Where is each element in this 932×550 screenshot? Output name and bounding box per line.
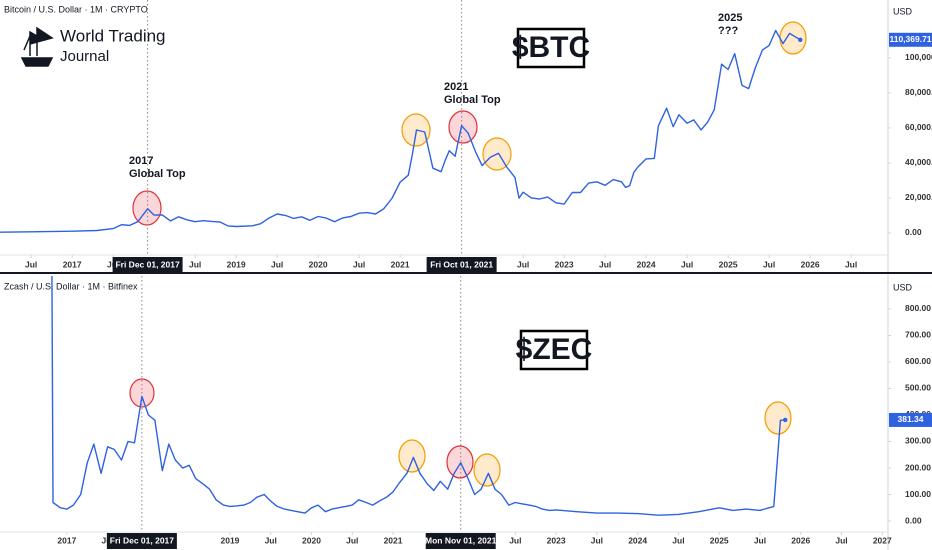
x-tick-label: Jul: [509, 535, 521, 545]
x-tick-label: 2025: [719, 259, 738, 269]
x-tick-label: Jul: [672, 535, 684, 545]
crosshair-label: Fri Oct 01, 2021: [430, 259, 493, 269]
last-price-label: 381.34: [898, 414, 924, 424]
ticker: $BTC: [512, 31, 590, 64]
x-tick-label: Jul: [754, 535, 766, 545]
x-tick-label: 2017: [57, 535, 76, 545]
x-tick-label: 2019: [227, 259, 246, 269]
crosshair-label-bg: [112, 257, 183, 273]
last-price-label: 110,369.71: [889, 34, 931, 44]
y-tick-label: 0.00: [905, 227, 922, 237]
y-tick-label: 800.00: [905, 303, 931, 313]
highlight-circle: [398, 439, 426, 473]
ticker: $ZEC: [516, 333, 593, 366]
chart-title: Zcash / U.S. Dollar · 1M · Bitfinex: [4, 281, 138, 291]
x-tick-label: Jul: [835, 535, 847, 545]
x-tick-label: Jul: [25, 259, 37, 269]
x-tick-label: 2023: [547, 535, 566, 545]
x-tick-label: Jul: [189, 259, 201, 269]
x-tick-label: 2027: [873, 535, 892, 545]
y-tick-label: 40,000.00: [905, 157, 932, 167]
x-tick-label: 2019: [220, 535, 239, 545]
y-tick-label: 80,000.00: [905, 87, 932, 97]
annotation: 2017: [129, 155, 153, 167]
x-tick-label: Jul: [591, 535, 603, 545]
logo-text: Journal: [60, 48, 109, 65]
x-tick-label: 2026: [801, 259, 820, 269]
x-tick-label: Jul: [353, 259, 365, 269]
y-tick-label: 700.00: [905, 330, 931, 340]
x-tick-label: 2017: [63, 259, 82, 269]
crosshair-label-bg: [425, 533, 496, 549]
logo-icon: [20, 26, 54, 67]
crosshair-label-bg: [106, 533, 177, 549]
x-tick-label: 2025: [710, 535, 729, 545]
y-tick-label: 20,000.00: [905, 192, 932, 202]
x-tick-label: 2026: [791, 535, 810, 545]
y-tick-label: 500.00: [905, 383, 931, 393]
x-tick-label: 2023: [555, 259, 574, 269]
x-tick-label: Jul: [265, 535, 277, 545]
x-tick-label: Jul: [346, 535, 358, 545]
y-tick-label: 300.00: [905, 436, 931, 446]
logo: World Trading Journal: [20, 26, 166, 67]
y-tick-label: 600.00: [905, 356, 931, 366]
crosshair-label: Fri Dec 01, 2017: [110, 535, 175, 545]
ticker-box: [516, 27, 586, 69]
x-tick-label: Jul: [271, 259, 283, 269]
annotation: 2021: [444, 81, 468, 93]
plot-area: [0, 29, 803, 233]
x-tick-label: 2021: [391, 259, 410, 269]
plot-area: [51, 276, 788, 516]
price-line: [51, 276, 786, 516]
highlight-circle: [132, 190, 162, 226]
y-tick-label: 60,000.00: [905, 122, 932, 132]
last-price-bg: [889, 412, 932, 427]
y-tick-label: 100.00: [905, 489, 931, 499]
crosshair-label-bg: [426, 257, 497, 273]
y-tick-label: 100,000.00: [905, 52, 932, 62]
logo-text: World Trading: [60, 26, 166, 45]
annotation: 2025: [718, 12, 742, 24]
annotation: Global Top: [444, 94, 501, 106]
y-tick-label: 200.00: [905, 462, 931, 472]
last-point: [783, 417, 788, 423]
highlight-circle: [446, 445, 474, 479]
price-line: [0, 29, 801, 233]
ticker-box: [519, 329, 589, 371]
annotation: ???: [718, 25, 738, 37]
x-tick-label: 2020: [309, 259, 328, 269]
highlight-circle: [764, 401, 792, 435]
crosshair-label: Mon Nov 01, 2021: [425, 535, 497, 545]
axis-unit: USD: [893, 282, 913, 292]
x-tick-label: Jul: [681, 259, 693, 269]
highlight-circle: [779, 21, 807, 55]
highlight-circle: [473, 453, 501, 487]
axis-unit: USD: [893, 6, 913, 16]
crosshair-label: Fri Dec 01, 2017: [115, 259, 180, 269]
annotation: Global Top: [129, 168, 186, 180]
x-tick-label: Jul: [845, 259, 857, 269]
x-tick-label: Jul: [517, 259, 529, 269]
x-tick-label: 2021: [384, 535, 403, 545]
x-tick-label: 2024: [628, 535, 647, 545]
x-tick-label: 2024: [637, 259, 656, 269]
chart-title: Bitcoin / U.S. Dollar · 1M · CRYPTO: [4, 4, 148, 14]
y-tick-label: 0.00: [905, 515, 922, 525]
x-tick-label: 2020: [302, 535, 321, 545]
x-tick-label: Jul: [599, 259, 611, 269]
x-tick-label: Jul: [763, 259, 775, 269]
last-price-bg: [889, 32, 932, 47]
last-point: [798, 37, 803, 42]
